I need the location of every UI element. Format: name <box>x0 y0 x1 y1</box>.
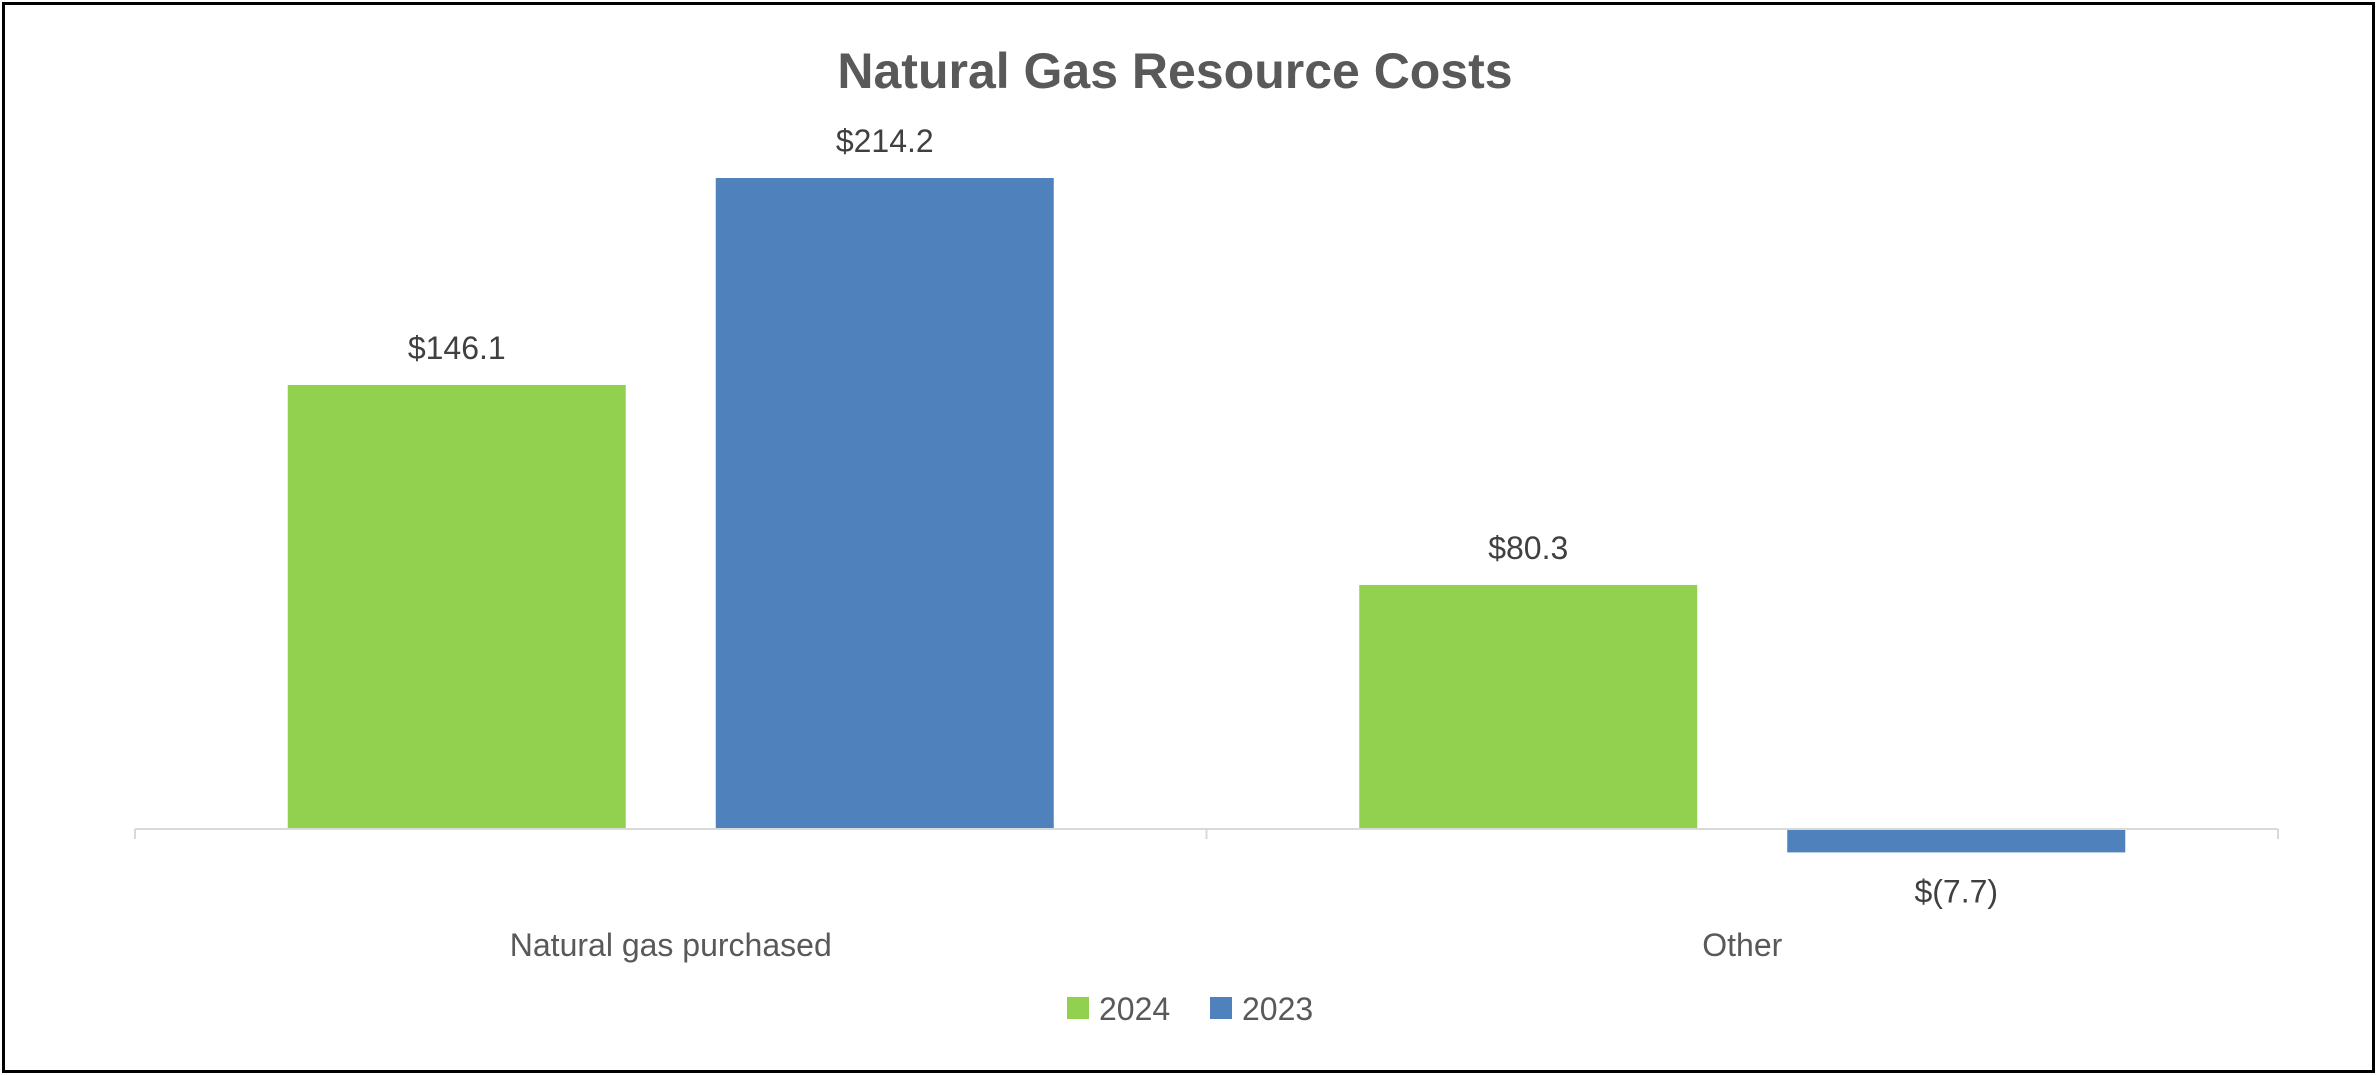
bars-group <box>287 178 2126 853</box>
data-labels: $146.1 $214.2 $80.3 $(7.7) <box>408 123 1998 909</box>
bar-2024-0 <box>287 384 626 829</box>
data-label-2024-0: $146.1 <box>408 330 506 366</box>
legend-swatch-2023 <box>1210 997 1232 1019</box>
bar-2024-1 <box>1359 584 1698 829</box>
legend-label-2024: 2024 <box>1099 991 1170 1027</box>
category-label-0: Natural gas purchased <box>510 927 832 963</box>
x-axis: Natural gas purchased Other <box>134 828 2279 963</box>
bar-2023-0 <box>715 178 1054 829</box>
data-label-2023-0: $214.2 <box>836 123 934 159</box>
legend-swatch-2024 <box>1067 997 1089 1019</box>
data-label-2023-1: $(7.7) <box>1914 873 1998 909</box>
chart-title: Natural Gas Resource Costs <box>837 43 1512 99</box>
legend-label-2023: 2023 <box>1242 991 1313 1027</box>
bar-2023-1 <box>1787 829 2126 853</box>
category-label-1: Other <box>1702 927 1782 963</box>
data-label-2024-1: $80.3 <box>1488 530 1568 566</box>
legend: 2024 2023 <box>1067 991 1313 1027</box>
